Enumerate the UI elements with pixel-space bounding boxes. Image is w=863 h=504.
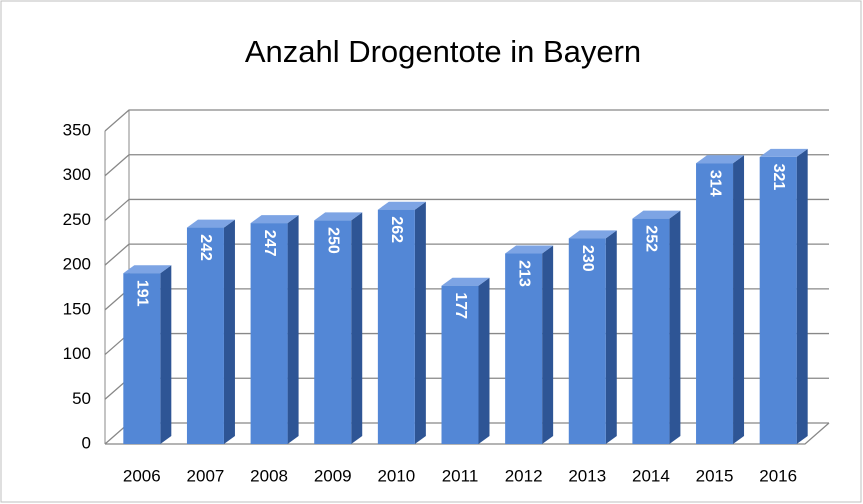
bar-top (250, 215, 299, 224)
data-label: 242 (197, 234, 214, 261)
x-tick-label: 2014 (632, 466, 670, 485)
y-tick-label: 0 (82, 433, 91, 452)
grid-line (104, 198, 829, 221)
data-label: 191 (134, 280, 151, 307)
bar-top (314, 212, 363, 221)
bar-side (351, 212, 363, 444)
x-tick-label: 2012 (505, 466, 543, 485)
x-tick-label: 2008 (250, 466, 288, 485)
data-label: 247 (261, 230, 278, 257)
x-tick-label: 2011 (442, 466, 479, 485)
data-label: 230 (579, 245, 596, 272)
x-tick-label: 2016 (759, 466, 797, 485)
bar-top (632, 210, 681, 219)
bar (250, 223, 288, 444)
x-tick-label: 2006 (123, 466, 161, 485)
bar-side (287, 215, 299, 444)
y-tick-label: 150 (63, 299, 91, 318)
data-label: 250 (324, 227, 341, 254)
bar (314, 220, 352, 444)
bar-top (377, 201, 426, 210)
bar (123, 273, 161, 444)
x-tick-label: 2010 (377, 466, 415, 485)
x-tick-label: 2007 (187, 466, 225, 485)
y-tick-label: 350 (63, 120, 91, 139)
bar-side (223, 219, 235, 444)
data-label: 262 (388, 216, 405, 243)
bar (505, 253, 543, 444)
bar (377, 209, 415, 444)
bar-top (505, 245, 554, 254)
grid-line (104, 109, 829, 132)
bar-side (542, 245, 554, 444)
y-tick-label: 300 (63, 165, 91, 184)
bar-top (696, 155, 745, 164)
x-tick-label: 2013 (568, 466, 606, 485)
bar (696, 163, 734, 445)
y-tick-label: 200 (63, 255, 91, 274)
x-tick-label: 2015 (696, 466, 734, 485)
y-tick-label: 50 (72, 389, 91, 408)
bar-top (186, 219, 235, 228)
bar (441, 285, 479, 444)
data-label: 177 (452, 292, 469, 319)
y-tick-label: 100 (63, 344, 91, 363)
bar-top (568, 230, 617, 239)
bar-side (160, 265, 172, 444)
bar (568, 238, 606, 444)
x-tick-label: 2009 (314, 466, 352, 485)
data-label: 321 (770, 164, 787, 191)
bar (632, 218, 670, 444)
data-label: 213 (515, 260, 532, 287)
chart-title: Anzahl Drogentote in Bayern (245, 34, 641, 69)
bar-top (759, 148, 808, 157)
bar-side (796, 148, 808, 445)
data-label: 252 (643, 225, 660, 252)
y-tick-label: 250 (63, 210, 91, 229)
bar-side (733, 155, 745, 445)
bar-side (669, 210, 681, 444)
bar-top (441, 277, 490, 286)
grid-line (104, 154, 829, 177)
bar-side (478, 277, 490, 444)
bar-top (123, 265, 172, 274)
bar (186, 227, 224, 444)
bar (759, 156, 797, 445)
bar-side (605, 230, 617, 444)
data-label: 314 (706, 170, 723, 197)
bar-side (414, 201, 426, 444)
